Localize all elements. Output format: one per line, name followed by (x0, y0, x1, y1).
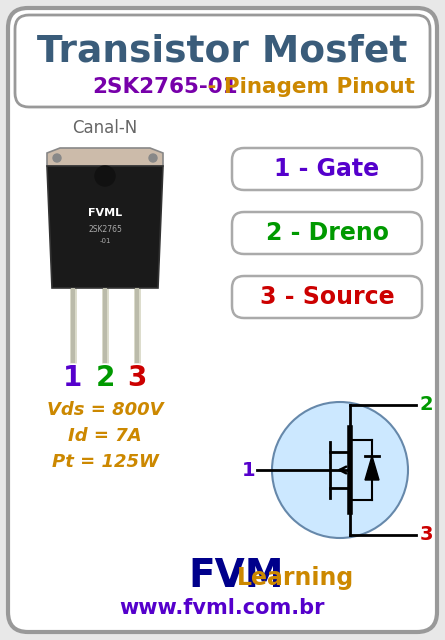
Polygon shape (47, 148, 163, 166)
Text: 3: 3 (419, 525, 433, 545)
Text: FVM: FVM (188, 557, 283, 595)
Text: 3 - Source: 3 - Source (260, 285, 394, 309)
FancyBboxPatch shape (8, 8, 437, 632)
FancyBboxPatch shape (232, 148, 422, 190)
FancyBboxPatch shape (232, 212, 422, 254)
Text: 2: 2 (95, 364, 115, 392)
Text: -01: -01 (99, 238, 111, 244)
Circle shape (53, 154, 61, 162)
Text: 2: 2 (419, 396, 433, 415)
Text: 1 - Gate: 1 - Gate (275, 157, 380, 181)
Text: 1: 1 (242, 461, 256, 479)
Text: Canal-N: Canal-N (73, 119, 138, 137)
Text: 2SK2765: 2SK2765 (88, 225, 122, 234)
Text: Id = 7A: Id = 7A (68, 427, 142, 445)
Circle shape (272, 402, 408, 538)
Text: www.fvml.com.br: www.fvml.com.br (119, 598, 325, 618)
Polygon shape (365, 456, 379, 480)
FancyBboxPatch shape (15, 15, 430, 107)
Text: Vds = 800V: Vds = 800V (47, 401, 163, 419)
Text: FVML: FVML (88, 208, 122, 218)
Text: 2SK2765-01: 2SK2765-01 (92, 77, 238, 97)
Text: 1: 1 (63, 364, 83, 392)
Polygon shape (47, 166, 163, 288)
FancyBboxPatch shape (232, 276, 422, 318)
Text: - Pinagem Pinout: - Pinagem Pinout (200, 77, 415, 97)
Text: 3: 3 (127, 364, 147, 392)
Text: Learning: Learning (237, 566, 354, 590)
Circle shape (149, 154, 157, 162)
Text: Pt = 125W: Pt = 125W (52, 453, 158, 471)
Circle shape (95, 166, 115, 186)
Text: 2 - Dreno: 2 - Dreno (266, 221, 388, 245)
Text: Transistor Mosfet: Transistor Mosfet (37, 34, 407, 70)
